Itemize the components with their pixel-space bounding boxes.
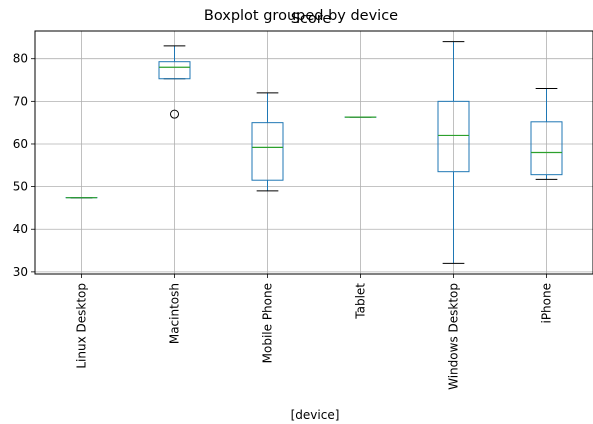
x-tick-label: Tablet <box>354 283 368 320</box>
y-tick-label: 80 <box>13 52 28 66</box>
box-group <box>158 45 191 119</box>
axes-title: Score <box>291 11 332 27</box>
x-tick-label: iPhone <box>540 283 554 324</box>
y-axis: 30 40 50 60 70 80 <box>13 52 35 279</box>
box <box>158 61 191 80</box>
box <box>251 122 284 181</box>
boxes-layer <box>65 41 563 264</box>
y-tick-label: 50 <box>13 180 28 194</box>
box <box>437 100 470 173</box>
outlier-point <box>170 109 179 119</box>
y-tick-label: 60 <box>13 137 28 151</box>
plot-frame <box>34 30 593 275</box>
x-tick-label: Linux Desktop <box>75 283 89 369</box>
x-axis: Linux Desktop Macintosh Mobile Phone Tablet… <box>75 274 554 390</box>
x-axis-label: [device] <box>291 408 340 422</box>
box-group <box>437 41 470 264</box>
y-tick-label: 40 <box>13 222 28 236</box>
y-tick-label: 70 <box>13 94 28 108</box>
x-tick-label: Macintosh <box>168 283 182 344</box>
box-group <box>530 88 563 180</box>
x-tick-label: Mobile Phone <box>261 283 275 363</box>
figure-title: Boxplot grouped by device <box>204 8 398 24</box>
x-tick-label: Windows Desktop <box>447 283 461 390</box>
y-tick-label: 30 <box>13 265 28 279</box>
box-group <box>251 92 284 192</box>
box <box>530 121 563 176</box>
